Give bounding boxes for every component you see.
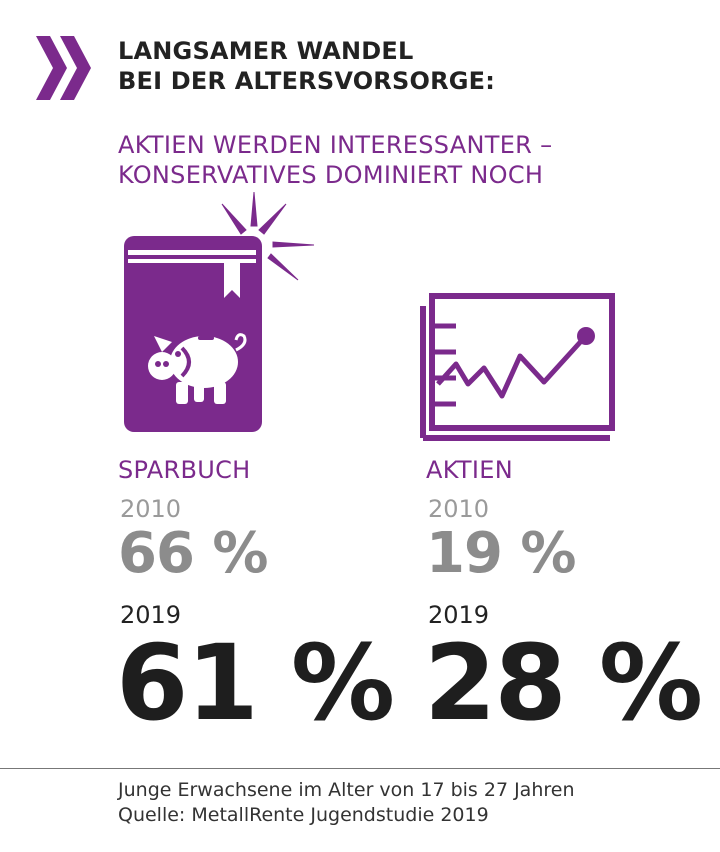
value-2019-aktien: 28 % (424, 622, 703, 744)
subtitle-line-2: KONSERVATIVES DOMINIERT NOCH (118, 161, 544, 189)
page-title: LANGSAMER WANDEL BEI DER ALTERSVORSORGE: (118, 36, 495, 96)
footer-line-1: Junge Erwachsene im Alter von 17 bis 27 … (118, 779, 575, 801)
piggy-bank-book-icon (124, 191, 315, 432)
value-2010-aktien: 19 % (426, 521, 577, 586)
year-2010-sparbuch: 2010 (120, 495, 182, 523)
title-line-2: BEI DER ALTERSVORSORGE: (118, 67, 496, 95)
category-label-sparbuch: SPARBUCH (118, 456, 251, 484)
subtitle-line-1: AKTIEN WERDEN INTERESSANTER – (118, 131, 553, 159)
year-2010-aktien: 2010 (428, 495, 490, 523)
stock-chart-icon (420, 293, 615, 441)
year-2019-aktien: 2019 (428, 601, 490, 629)
year-2019-sparbuch: 2019 (120, 601, 182, 629)
category-label-aktien: AKTIEN (426, 456, 513, 484)
value-2019-sparbuch: 61 % (116, 622, 395, 744)
double-chevron-icon (36, 36, 91, 100)
title-line-1: LANGSAMER WANDEL (118, 37, 414, 65)
footer-divider (0, 768, 720, 769)
value-2010-sparbuch: 66 % (118, 521, 269, 586)
footer-note: Junge Erwachsene im Alter von 17 bis 27 … (118, 778, 575, 828)
subtitle: AKTIEN WERDEN INTERESSANTER – KONSERVATI… (118, 130, 552, 190)
footer-line-2: Quelle: MetallRente Jugendstudie 2019 (118, 804, 489, 826)
